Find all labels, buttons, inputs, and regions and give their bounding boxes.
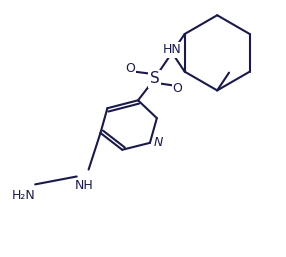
Text: S: S (150, 71, 160, 86)
Text: N: N (154, 136, 163, 149)
Text: NH: NH (74, 179, 93, 192)
Text: O: O (125, 62, 135, 75)
Text: HN: HN (162, 43, 181, 56)
Text: O: O (173, 82, 182, 95)
Text: H₂N: H₂N (11, 189, 35, 202)
